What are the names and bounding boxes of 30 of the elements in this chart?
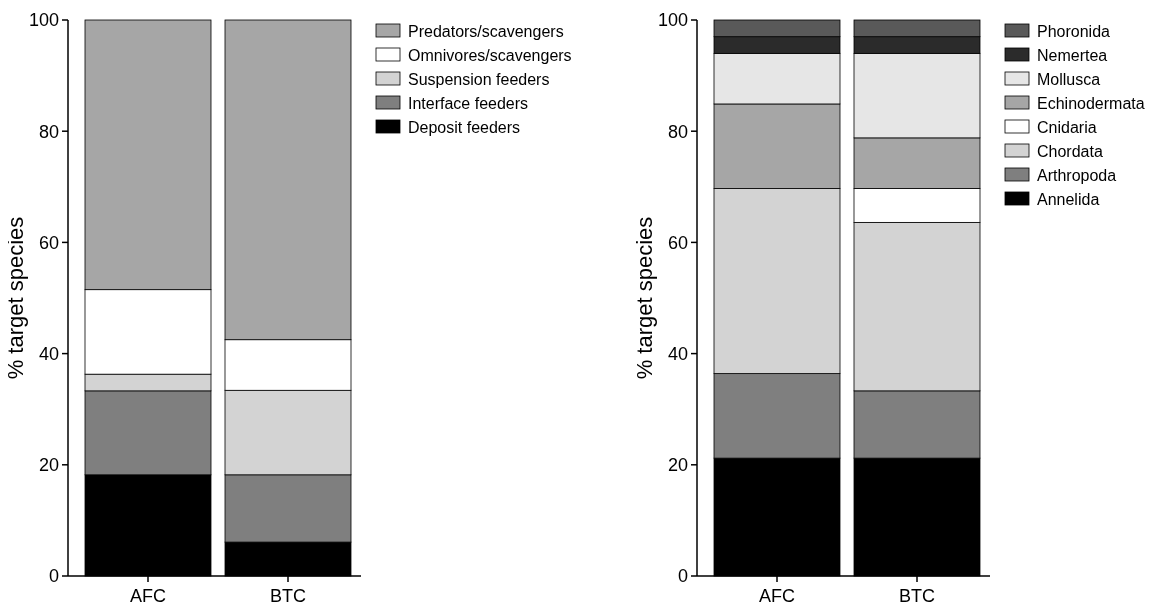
y-tick-label: 80 xyxy=(38,121,59,142)
legend-label: Predators/scavengers xyxy=(408,22,564,40)
legend-label: Phoronida xyxy=(1037,22,1111,40)
x-tick-label: AFC xyxy=(759,586,795,606)
y-tick-label: 100 xyxy=(657,10,688,31)
y-tick-label: 80 xyxy=(667,121,688,142)
x-tick-label: BTC xyxy=(899,586,935,606)
y-tick-label: 0 xyxy=(677,566,688,587)
y-axis-title: % target species xyxy=(632,216,657,380)
y-tick-label: 20 xyxy=(38,455,59,476)
y-tick-label: 40 xyxy=(38,343,59,364)
legend-label: Nemertea xyxy=(1037,46,1108,64)
legend-label: Annelida xyxy=(1037,190,1100,208)
y-tick-label: 60 xyxy=(667,232,688,253)
legend-label: Mollusca xyxy=(1037,70,1101,88)
legend-label: Deposit feeders xyxy=(408,118,521,136)
legend-label: Chordata xyxy=(1037,142,1103,160)
legend-label: Echinodermata xyxy=(1037,94,1145,112)
legend-label: Arthropoda xyxy=(1037,166,1117,184)
y-tick-label: 60 xyxy=(38,232,59,253)
legend-label: Cnidaria xyxy=(1037,118,1097,136)
y-tick-label: 40 xyxy=(667,343,688,364)
y-tick-label: 0 xyxy=(48,566,59,587)
x-tick-label: AFC xyxy=(130,586,166,606)
legend-label: Interface feeders xyxy=(408,94,529,112)
legend-label: Omnivores/scavengers xyxy=(408,46,572,64)
y-tick-label: 20 xyxy=(667,455,688,476)
y-tick-label: 100 xyxy=(28,10,59,31)
x-tick-label: BTC xyxy=(270,586,306,606)
legend-label: Suspension feeders xyxy=(408,70,550,88)
